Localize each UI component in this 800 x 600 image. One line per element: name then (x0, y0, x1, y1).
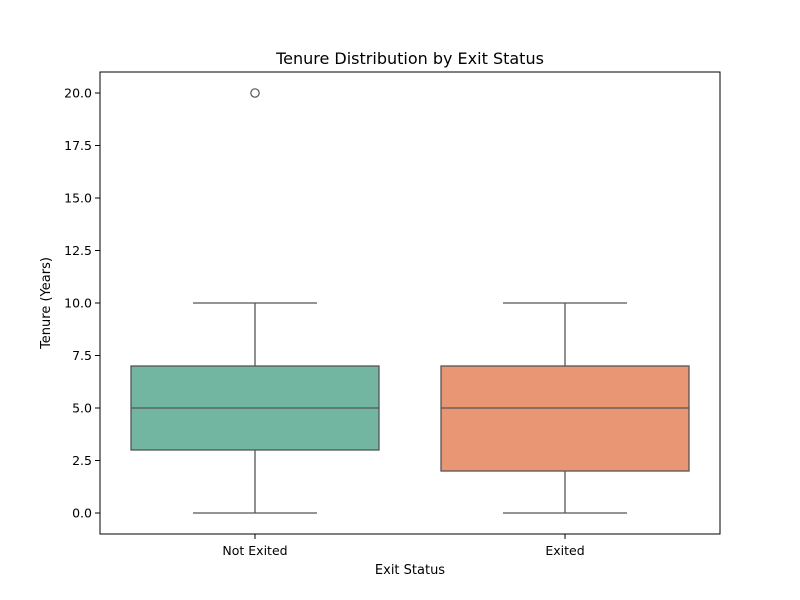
y-tick-label: 2.5 (72, 453, 92, 468)
y-tick-label: 7.5 (72, 348, 92, 363)
y-tick-label: 5.0 (72, 401, 92, 416)
chart-title: Tenure Distribution by Exit Status (275, 49, 544, 68)
plot-frame (99, 71, 721, 535)
box-exited (440, 365, 690, 472)
plot-area: 0.0 2.5 5.0 7.5 10.0 12.5 15.0 17.5 20.0 Not Exit… (64, 86, 690, 558)
x-tick-label: Not Exited (222, 543, 287, 558)
y-tick-label: 20.0 (64, 86, 92, 101)
y-tick-label: 0.0 (72, 506, 92, 521)
x-tick-label: Exited (545, 543, 584, 558)
y-tick-label: 10.0 (64, 296, 92, 311)
y-tick-label: 15.0 (64, 191, 92, 206)
outlier-point-not-exited (250, 88, 260, 98)
y-tick-label: 17.5 (64, 138, 92, 153)
y-axis-label: Tenure (Years) (39, 257, 54, 350)
x-axis-label: Exit Status (375, 563, 445, 578)
y-tick-label: 12.5 (64, 243, 92, 258)
